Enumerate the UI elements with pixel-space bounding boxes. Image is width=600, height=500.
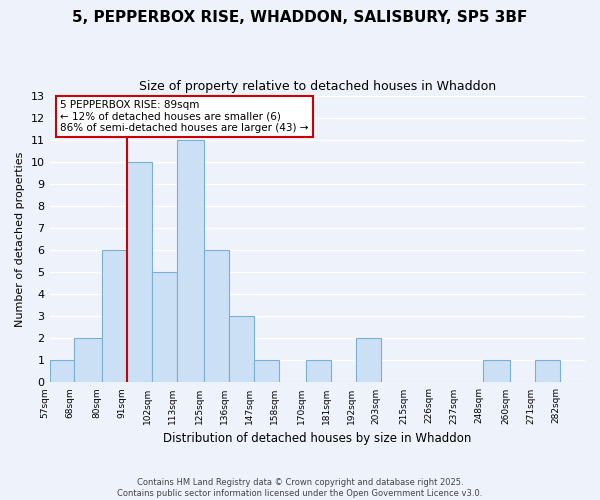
Bar: [152, 272, 176, 382]
Bar: [535, 360, 560, 382]
Text: 5 PEPPERBOX RISE: 89sqm
← 12% of detached houses are smaller (6)
86% of semi-det: 5 PEPPERBOX RISE: 89sqm ← 12% of detache…: [60, 100, 309, 133]
Bar: [74, 338, 102, 382]
Text: 5, PEPPERBOX RISE, WHADDON, SALISBURY, SP5 3BF: 5, PEPPERBOX RISE, WHADDON, SALISBURY, S…: [73, 10, 527, 25]
Bar: [306, 360, 331, 382]
Bar: [176, 140, 204, 382]
Text: Contains HM Land Registry data © Crown copyright and database right 2025.
Contai: Contains HM Land Registry data © Crown c…: [118, 478, 482, 498]
Bar: [127, 162, 152, 382]
Bar: [102, 250, 127, 382]
Bar: [229, 316, 254, 382]
Bar: [356, 338, 381, 382]
Bar: [483, 360, 510, 382]
Y-axis label: Number of detached properties: Number of detached properties: [15, 152, 25, 326]
Bar: [254, 360, 278, 382]
Bar: [50, 360, 74, 382]
Bar: [204, 250, 229, 382]
Title: Size of property relative to detached houses in Whaddon: Size of property relative to detached ho…: [139, 80, 496, 93]
X-axis label: Distribution of detached houses by size in Whaddon: Distribution of detached houses by size …: [163, 432, 472, 445]
